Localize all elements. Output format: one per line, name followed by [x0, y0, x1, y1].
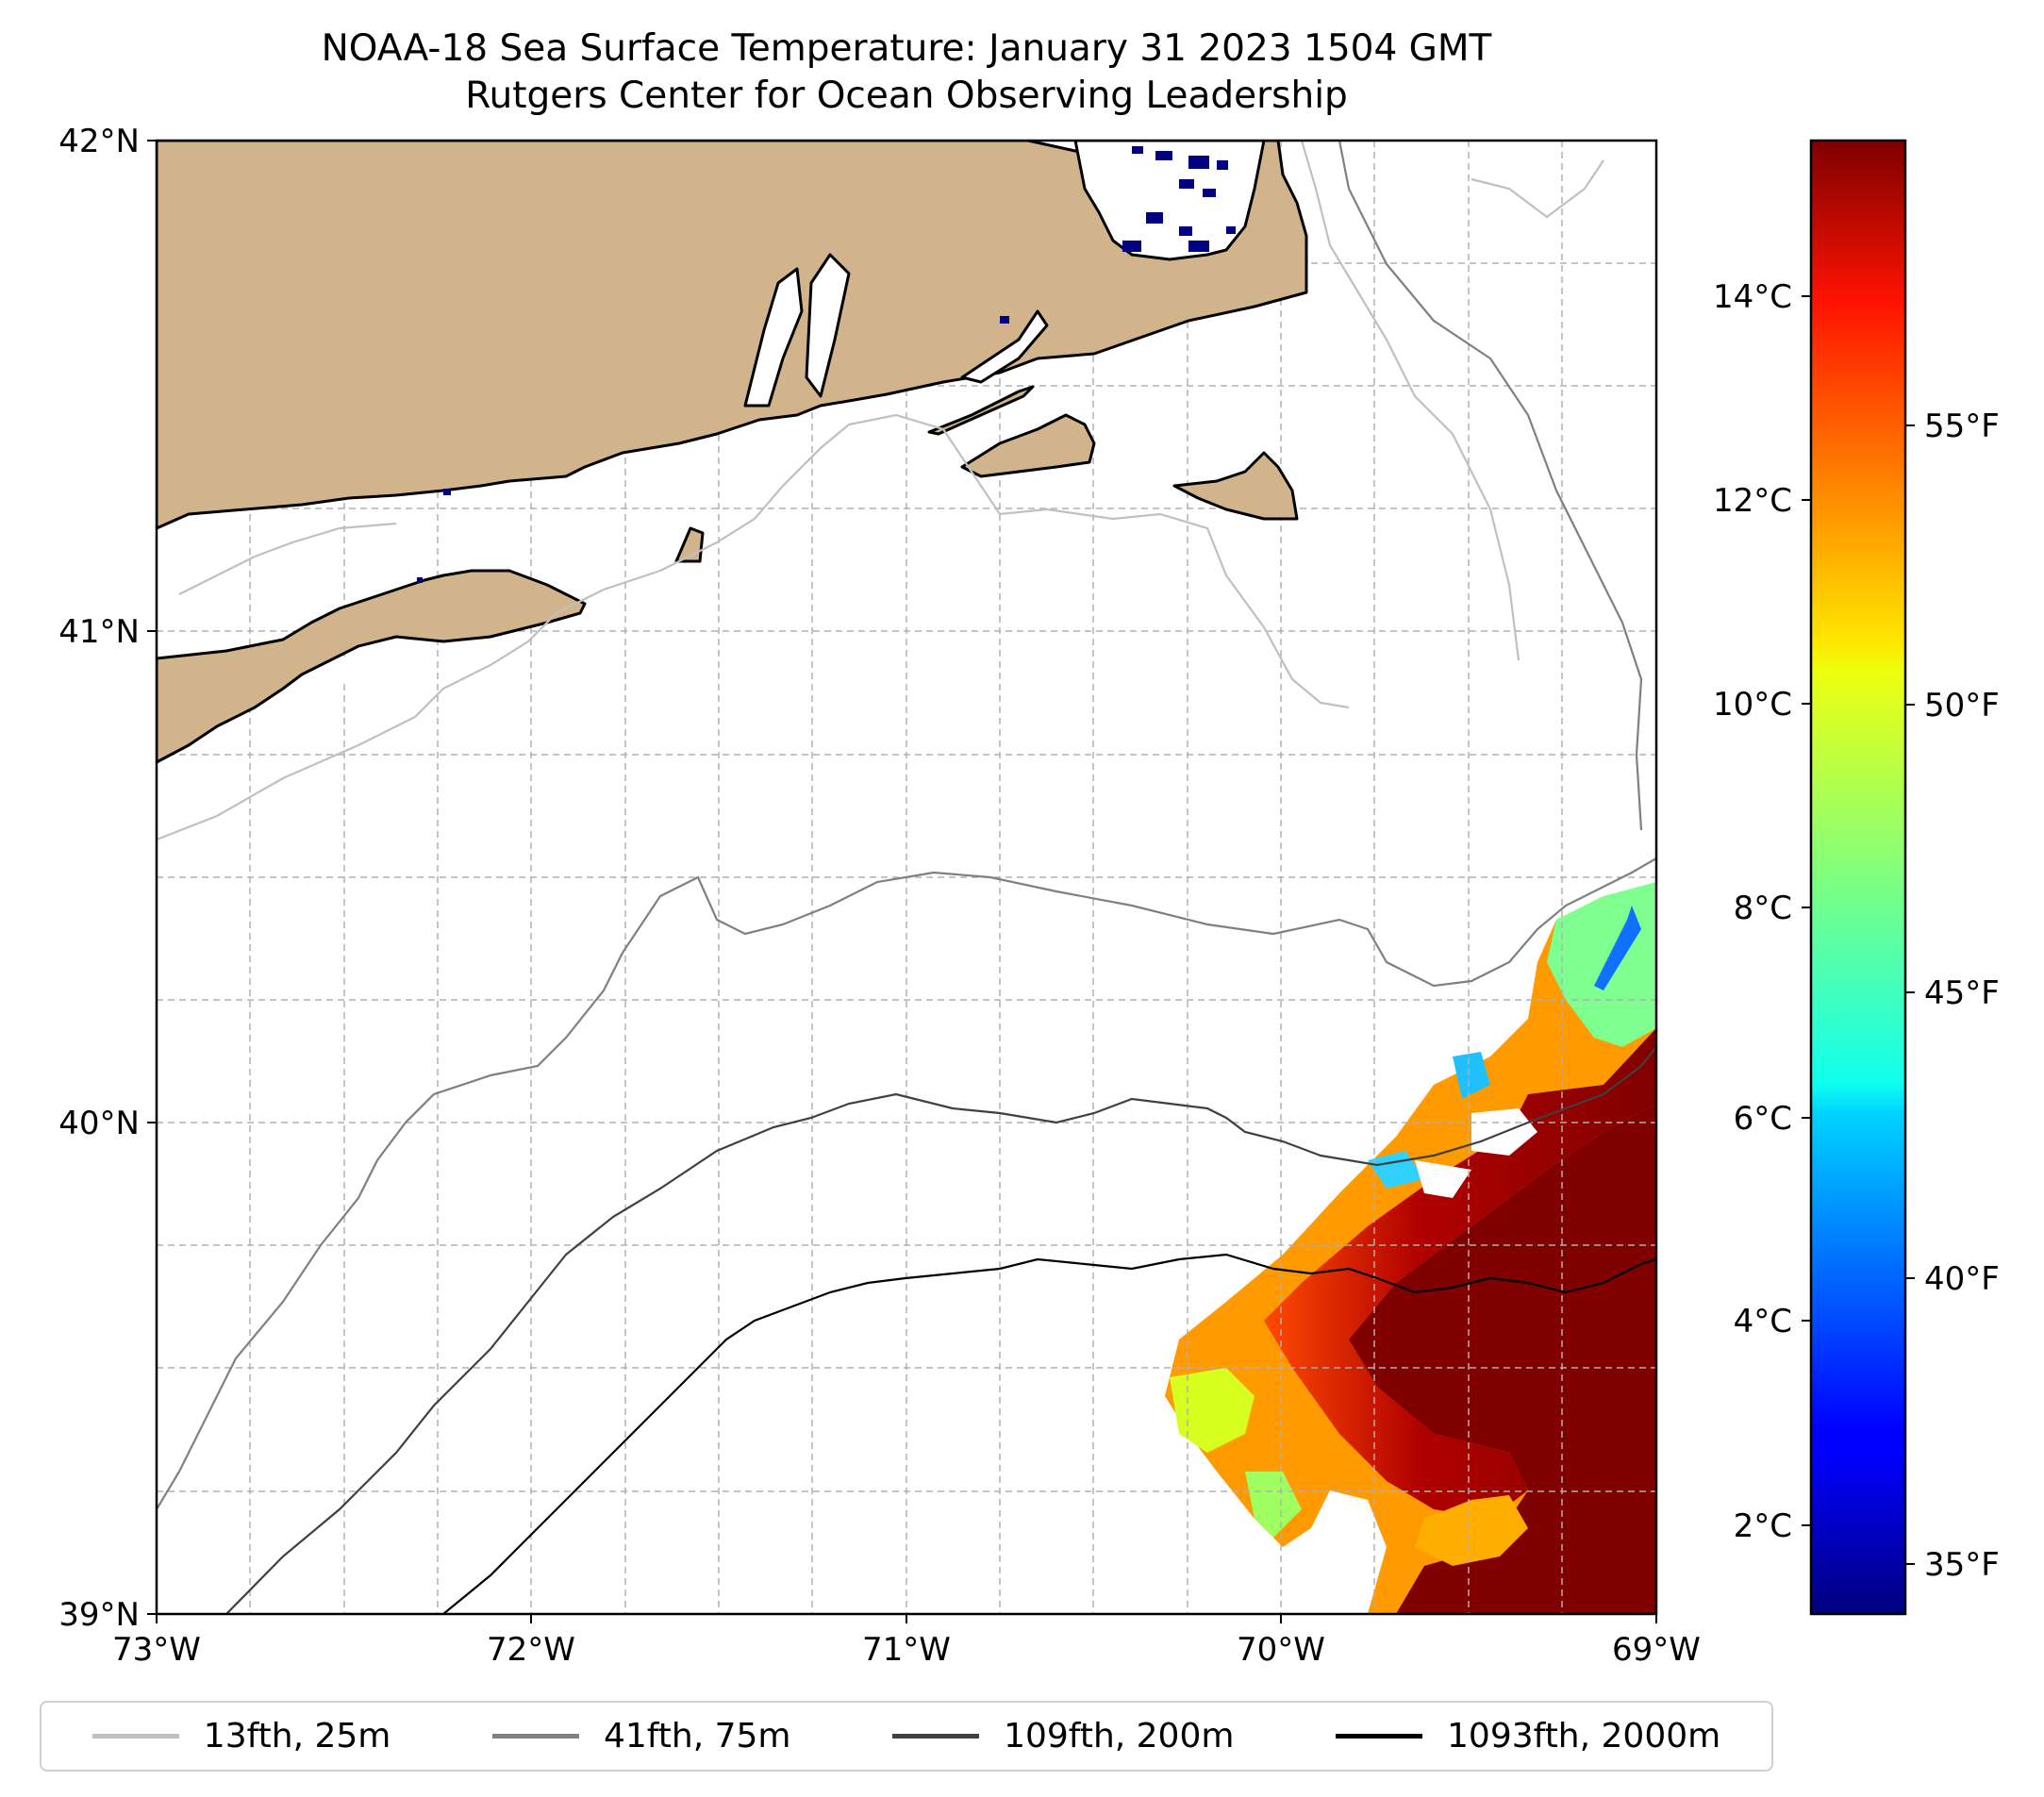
fahrenheit-tick-label: 55°F — [1924, 408, 2000, 445]
lat-label: 41°N — [58, 613, 140, 651]
colorbar: 14°C 12°C 10°C 8°C 6°C 4°C 2°C 55°F 50°F… — [1713, 139, 2000, 1616]
contour-legend: 13fth, 25m 41fth, 75m 109fth, 200m 1093f… — [40, 1701, 1773, 1772]
sst-field — [1165, 882, 1656, 1614]
landmass — [157, 141, 1308, 764]
celsius-tick-label: 2°C — [1734, 1507, 1792, 1545]
celsius-tick-label: 14°C — [1713, 278, 1792, 316]
legend-label: 109fth, 200m — [1004, 1717, 1235, 1755]
legend-line-icon — [1336, 1734, 1423, 1739]
legend-item-2000m: 1093fth, 2000m — [1336, 1717, 1720, 1755]
lon-labels: 73°W 72°W 71°W 70°W 69°W — [112, 1631, 1701, 1669]
map-title-line1: NOAA-18 Sea Surface Temperature: January… — [322, 27, 1492, 70]
legend-line-icon — [91, 1734, 179, 1739]
legend-item-200m: 109fth, 200m — [892, 1717, 1234, 1755]
lon-label: 73°W — [112, 1631, 201, 1669]
axis-ticks — [147, 140, 1657, 1623]
legend-item-25m: 13fth, 25m — [91, 1717, 391, 1755]
fahrenheit-tick-label: 45°F — [1924, 974, 2000, 1012]
contour-75m — [157, 141, 1656, 1510]
legend-line-icon — [892, 1734, 980, 1739]
lon-label: 72°W — [487, 1631, 575, 1669]
legend-label: 1093fth, 2000m — [1447, 1717, 1721, 1755]
lat-label: 42°N — [58, 123, 140, 160]
map-title-line2: Rutgers Center for Ocean Observing Leade… — [465, 75, 1348, 117]
lon-label: 70°W — [1237, 1631, 1325, 1669]
fahrenheit-tick-label: 50°F — [1924, 687, 2000, 724]
fahrenheit-tick-label: 40°F — [1924, 1260, 2000, 1298]
lat-label: 39°N — [58, 1596, 140, 1634]
legend-label: 13fth, 25m — [203, 1717, 391, 1755]
contour-2000m — [442, 1253, 1656, 1614]
contour-25m — [157, 141, 1604, 841]
fahrenheit-tick-label: 35°F — [1924, 1546, 2000, 1584]
celsius-tick-label: 10°C — [1713, 686, 1792, 724]
lat-labels: 42°N 41°N 40°N 39°N — [58, 123, 140, 1634]
colorbar-gradient — [1809, 139, 1907, 1616]
legend-label: 41fth, 75m — [603, 1717, 791, 1755]
lon-label: 69°W — [1612, 1631, 1701, 1669]
lat-label: 40°N — [58, 1105, 140, 1142]
celsius-tick-label: 6°C — [1734, 1100, 1792, 1138]
legend-item-75m: 41fth, 75m — [491, 1717, 791, 1755]
contour-200m — [225, 1046, 1656, 1614]
legend-line-icon — [491, 1734, 579, 1739]
cold-pixels — [417, 146, 1236, 583]
celsius-tick-label: 4°C — [1734, 1303, 1792, 1340]
lon-label: 71°W — [862, 1631, 951, 1669]
map-panel[interactable] — [157, 141, 1656, 1614]
celsius-tick-label: 8°C — [1734, 890, 1792, 927]
celsius-tick-label: 12°C — [1713, 482, 1792, 520]
